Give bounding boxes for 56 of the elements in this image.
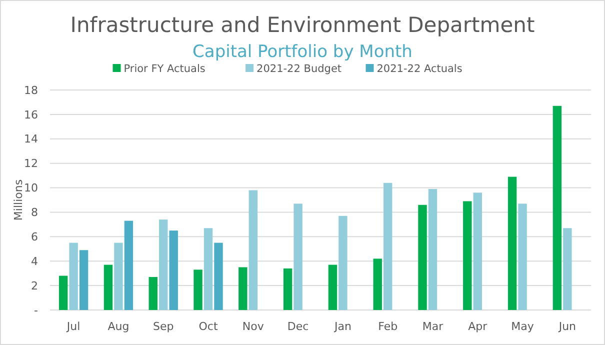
chart-subtitle: Capital Portfolio by Month	[192, 42, 412, 62]
bar	[248, 190, 258, 310]
bar	[283, 268, 292, 310]
x-tick-label: Apr	[468, 320, 488, 333]
x-tick-label: Dec	[287, 320, 309, 333]
bar	[428, 189, 438, 310]
bar	[159, 220, 168, 310]
chart-title: Infrastructure and Environment Department	[70, 13, 535, 37]
bar	[552, 106, 562, 310]
x-tick-label: Jun	[558, 320, 576, 333]
bar	[69, 242, 78, 310]
bar	[204, 228, 213, 310]
bar	[473, 192, 482, 310]
bar	[418, 204, 427, 310]
bar	[148, 277, 158, 310]
y-tick-label: -	[34, 304, 38, 317]
bar	[124, 220, 134, 310]
y-tick-label: 4	[31, 254, 38, 268]
bar	[238, 267, 248, 310]
bar	[79, 250, 88, 310]
bar	[114, 242, 123, 310]
y-tick-label: 8	[31, 206, 38, 220]
x-tick-label: Jul	[66, 320, 80, 333]
bar	[169, 230, 178, 310]
y-tick-label: 14	[24, 132, 38, 146]
y-tick-label: 12	[24, 157, 38, 170]
x-tick-label: Aug	[108, 320, 130, 333]
bar	[58, 276, 68, 310]
x-tick-label: May	[511, 320, 534, 333]
y-axis-title: Millions	[12, 179, 25, 221]
x-tick-label: Mar	[422, 320, 444, 333]
bar	[214, 242, 223, 310]
x-tick-label: Oct	[198, 320, 218, 333]
bar	[104, 264, 113, 310]
bar	[194, 270, 202, 310]
y-tick-label: 18	[24, 84, 38, 97]
bar	[328, 264, 338, 310]
legend-label: 2021-22 Actuals	[376, 63, 462, 75]
y-tick-label: 6	[31, 230, 38, 244]
x-tick-label: Sep	[152, 320, 174, 333]
bar	[463, 201, 472, 310]
y-tick-label: 2	[31, 279, 38, 292]
legend-label: 2021-22 Budget	[256, 63, 342, 75]
x-tick-label: Nov	[242, 320, 264, 333]
bar	[294, 204, 302, 310]
bar	[508, 176, 517, 310]
y-tick-label: 10	[24, 182, 38, 195]
bar	[518, 204, 527, 310]
bar	[373, 258, 382, 310]
bar	[383, 182, 392, 310]
bar	[338, 216, 348, 310]
x-tick-label: Jan	[333, 320, 352, 333]
y-tick-label: 16	[24, 108, 38, 122]
bar	[563, 228, 572, 310]
x-tick-label: Feb	[378, 320, 398, 333]
legend-label: Prior FY Actuals	[124, 63, 206, 75]
